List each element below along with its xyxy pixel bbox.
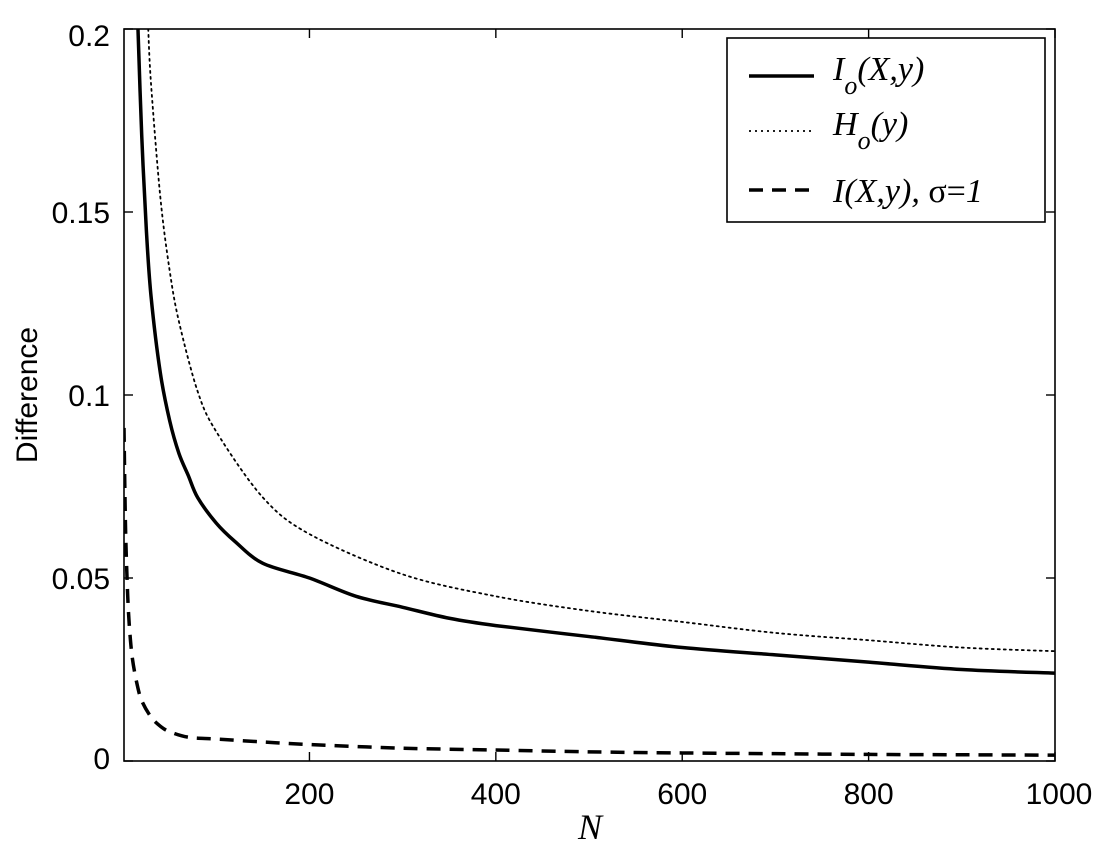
y-tick-label: 0.2 (68, 20, 110, 53)
plot-area (124, 29, 1055, 757)
legend-entry-3-rest: 1 (966, 173, 983, 210)
x-tick-label: 400 (471, 778, 521, 811)
series-line-dashed (124, 427, 1055, 757)
y-tick-label: 0.05 (52, 563, 110, 596)
x-tick-label: 1000 (1026, 778, 1093, 811)
y-tick-label: 0.15 (52, 197, 110, 230)
legend: Io(X,y) Ho(y) I(X,y), σ=1 (726, 37, 1046, 223)
legend-entry-1: Io(X,y) (832, 51, 924, 100)
legend-entry-2-main: H (832, 106, 860, 143)
series-line-dotted (147, 29, 1055, 653)
legend-entry-2-rest: (y) (871, 106, 909, 143)
legend-entry-3-main: I(X,y), (832, 173, 928, 210)
legend-entry-2-sub: o (858, 126, 871, 155)
y-tick-label: 0 (93, 743, 110, 776)
series-line-solid (136, 29, 1055, 675)
x-tick-label: 600 (657, 778, 707, 811)
legend-entry-1-main: I (832, 51, 846, 88)
x-tick-label: 800 (844, 778, 894, 811)
ticks: 200 400 600 800 1000 0 0.05 0.1 0.15 0.2 (52, 20, 1093, 811)
legend-entry-1-sub: o (844, 71, 857, 100)
y-tick-label: 0.1 (68, 380, 110, 413)
legend-entry-2: Ho(y) (832, 106, 908, 155)
legend-entry-3-sigma: σ= (928, 173, 966, 210)
x-tick-label: 200 (284, 778, 334, 811)
legend-entry-1-rest: (X,y) (857, 51, 924, 88)
y-axis-label: Difference (11, 327, 44, 463)
x-axis-label: N (577, 807, 604, 847)
legend-entry-3: I(X,y), σ=1 (832, 173, 983, 210)
